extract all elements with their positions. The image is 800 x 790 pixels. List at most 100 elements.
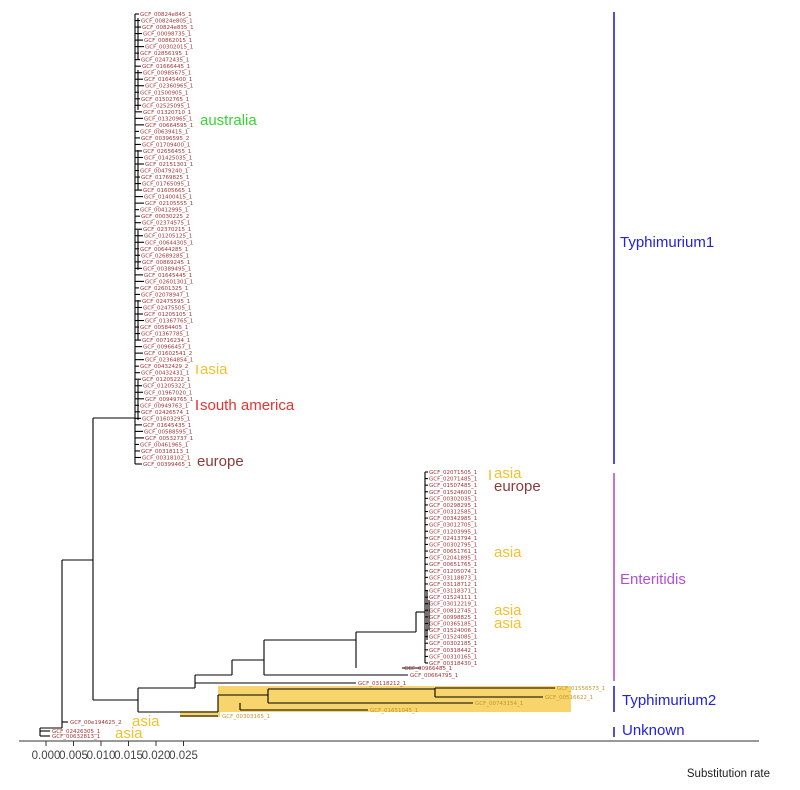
x-axis-title: Substitution rate bbox=[687, 768, 770, 780]
tip-label: GCF_00302185_1 bbox=[429, 641, 477, 647]
tip-label: GCF_00432429_2 bbox=[140, 364, 188, 370]
tip-label-layer: GCF_00824e845_1GCF_00824e805_1GCF_00824e… bbox=[52, 12, 605, 740]
tip-label: GCF_01645400_1 bbox=[144, 77, 192, 83]
region-label: asia bbox=[494, 602, 522, 619]
tip-label: GCF_01425035_1 bbox=[144, 155, 192, 161]
tip-label: GCF_00312585_1 bbox=[429, 510, 477, 516]
tip-label: GCF_00396595_2 bbox=[141, 136, 189, 142]
tip-label: GCF_02078947_1 bbox=[141, 292, 189, 298]
region-label: australia bbox=[200, 112, 257, 129]
tip-label: GCF_00644285_1 bbox=[140, 247, 188, 253]
tip-label: GCF_00862015_1 bbox=[144, 38, 192, 44]
clade-label: Typhimurium1 bbox=[620, 234, 714, 251]
tip-label: GCF_02601301_1 bbox=[145, 279, 193, 285]
x-axis: Substitution rate 0.0000.0050.0100.0150.… bbox=[19, 740, 770, 780]
tip-label: GCF_00824e835_1 bbox=[142, 25, 194, 31]
tip-label: GCF_02413794_1 bbox=[429, 536, 477, 542]
tip-label: GCF_02426574_1 bbox=[141, 410, 189, 416]
tip-label: GCF_01320710_1 bbox=[143, 110, 191, 116]
region-label: asia bbox=[494, 465, 522, 482]
tip-label: GCF_02689285_1 bbox=[141, 253, 189, 259]
tip-label: GCF_00461965_1 bbox=[140, 442, 188, 448]
tip-label: GCF_01769825_1 bbox=[141, 175, 189, 181]
tip-label: GCF_02041895_1 bbox=[429, 556, 477, 562]
tip-label: GCF_01967020_1 bbox=[144, 390, 192, 396]
tip-label: GCF_00318102_1 bbox=[142, 455, 190, 461]
tip-label: GCF_00302035_1 bbox=[429, 496, 477, 502]
tip-label: GCF_02475595_1 bbox=[142, 299, 190, 305]
tip-label: GCF_00399465_1 bbox=[143, 462, 191, 468]
tip-label: GCF_02151301_1 bbox=[145, 162, 193, 168]
clade-label: Typhimurium2 bbox=[622, 692, 716, 709]
tip-label: GCF_01645435_1 bbox=[143, 423, 191, 429]
tip-label: GCF_01367765_1 bbox=[145, 319, 193, 325]
tip-label: GCF_01524111_1 bbox=[429, 595, 477, 601]
tip-label: GCF_00966485_1 bbox=[404, 666, 452, 672]
tip-label: GCF_01603295_1 bbox=[142, 416, 190, 422]
tip-label: GCF_02360965_1 bbox=[145, 84, 193, 90]
tip-label: GCF_02370215_1 bbox=[143, 227, 191, 233]
tip-label: GCF_00318430_1 bbox=[429, 661, 477, 667]
tip-label: GCF_01765095_1 bbox=[142, 182, 190, 188]
tip-label: GCF_00639415_1 bbox=[140, 129, 188, 135]
tip-label: GCF_01500905_1 bbox=[140, 90, 188, 96]
tip-label: GCF_01367785_1 bbox=[141, 332, 189, 338]
tip-label: GCF_02475505_1 bbox=[143, 305, 191, 311]
tip-label: GCF_00516622_1 bbox=[545, 695, 593, 701]
tip-label: GCF_00e194625_2 bbox=[70, 720, 122, 726]
tip-label: GCF_00949763_1 bbox=[140, 403, 188, 409]
tip-label: GCF_01651045_1 bbox=[370, 708, 418, 714]
tip-label: GCF_00302795_1 bbox=[429, 542, 477, 548]
tip-label: GCF_00664795_1 bbox=[410, 673, 458, 679]
tip-label: GCF_00365185_1 bbox=[429, 621, 477, 627]
tip-label: GCF_01205105_1 bbox=[144, 312, 192, 318]
tip-label: GCF_01666445_1 bbox=[142, 64, 190, 70]
tip-label: GCF_00318442_1 bbox=[429, 648, 477, 654]
branch-layer bbox=[39, 13, 555, 737]
region-label: asia bbox=[115, 725, 143, 742]
tip-label: GCF_00824e805_1 bbox=[141, 19, 193, 25]
tip-label: GCF_01320965_1 bbox=[144, 116, 192, 122]
tip-label: GCF_01709400_1 bbox=[142, 142, 190, 148]
clade-highlight bbox=[218, 686, 571, 712]
tip-label: GCF_01203995_1 bbox=[429, 529, 477, 535]
tip-label: GCF_00098735_1 bbox=[143, 32, 191, 38]
tip-label: GCF_02374575_1 bbox=[142, 221, 190, 227]
tip-label: GCF_02856195_1 bbox=[140, 51, 188, 57]
tip-label: GCF_01205074_1 bbox=[429, 569, 477, 575]
clade-highlight bbox=[180, 711, 220, 717]
tip-label: GCF_00869245_1 bbox=[142, 260, 190, 266]
tip-label: GCF_01205322_1 bbox=[143, 384, 191, 390]
tip-label: GCF_00584405_1 bbox=[140, 325, 188, 331]
tip-label: GCF_00812745_1 bbox=[429, 608, 477, 614]
region-label: europe bbox=[197, 453, 244, 470]
tip-label: GCF_00479240_1 bbox=[140, 169, 188, 175]
tip-label: GCF_02472435_1 bbox=[141, 58, 189, 64]
tip-label: GCF_01556573_1 bbox=[557, 686, 605, 692]
tip-label: GCF_00588595_1 bbox=[144, 429, 192, 435]
tip-label: GCF_00298295_1 bbox=[429, 503, 477, 509]
tip-label: GCF_00743154_1 bbox=[475, 701, 523, 707]
tip-label: GCF_02364854_1 bbox=[145, 358, 193, 364]
x-tick-label: 0.000 bbox=[32, 750, 61, 762]
tip-label: GCF_03118873_1 bbox=[429, 575, 477, 581]
x-tick-label: 0.025 bbox=[169, 750, 198, 762]
tip-label: GCF_00651761_1 bbox=[429, 549, 477, 555]
tip-label: GCF_01507485_1 bbox=[429, 483, 477, 489]
tip-label: GCF_00432431_1 bbox=[141, 371, 189, 377]
tip-label: GCF_03118371_1 bbox=[429, 589, 477, 595]
tip-label: GCF_01400415_1 bbox=[144, 195, 192, 201]
tip-label: GCF_03118212_1 bbox=[358, 681, 406, 687]
tip-label: GCF_03012219_1 bbox=[429, 602, 477, 608]
region-label: europe bbox=[494, 478, 541, 495]
highlight-layer bbox=[180, 686, 571, 717]
tip-label: GCF_00949765_1 bbox=[145, 397, 193, 403]
tip-label: GCF_00644305_1 bbox=[145, 240, 193, 246]
tip-label: GCF_00651765_1 bbox=[429, 562, 477, 568]
tip-label: GCF_00998825_1 bbox=[429, 615, 477, 621]
region-label: south america bbox=[200, 397, 295, 414]
tip-label: GCF_01502765_1 bbox=[141, 97, 189, 103]
clade-bar-layer: Typhimurium1 Enteritidis Typhimurium2 Unkno… bbox=[613, 12, 716, 739]
x-tick-label: 0.010 bbox=[87, 750, 116, 762]
tip-label: GCF_02071485_1 bbox=[429, 477, 477, 483]
